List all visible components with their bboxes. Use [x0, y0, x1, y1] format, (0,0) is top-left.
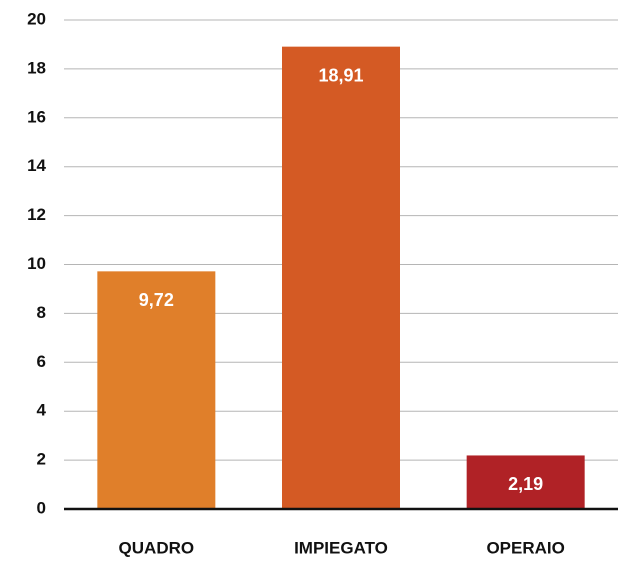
y-tick-label: 20 [27, 9, 46, 28]
y-tick-label: 4 [37, 401, 47, 420]
bar [97, 271, 216, 509]
x-tick-label: OPERAIO [486, 538, 564, 557]
y-tick-label: 14 [27, 156, 46, 175]
bar [466, 455, 585, 509]
bar [282, 46, 400, 509]
x-tick-label: QUADRO [119, 538, 195, 557]
y-tick-label: 12 [27, 205, 46, 224]
y-tick-label: 6 [37, 352, 46, 371]
y-tick-label: 2 [37, 450, 46, 469]
y-tick-label: 0 [37, 498, 46, 517]
value-label: 9,72 [139, 290, 174, 310]
x-tick-label: IMPIEGATO [294, 538, 388, 557]
y-tick-label: 18 [27, 58, 46, 77]
y-tick-label: 10 [27, 254, 46, 273]
y-tick-label: 16 [27, 107, 46, 126]
value-label: 2,19 [508, 474, 543, 494]
value-label: 18,91 [318, 65, 363, 85]
y-tick-label: 8 [37, 303, 46, 322]
